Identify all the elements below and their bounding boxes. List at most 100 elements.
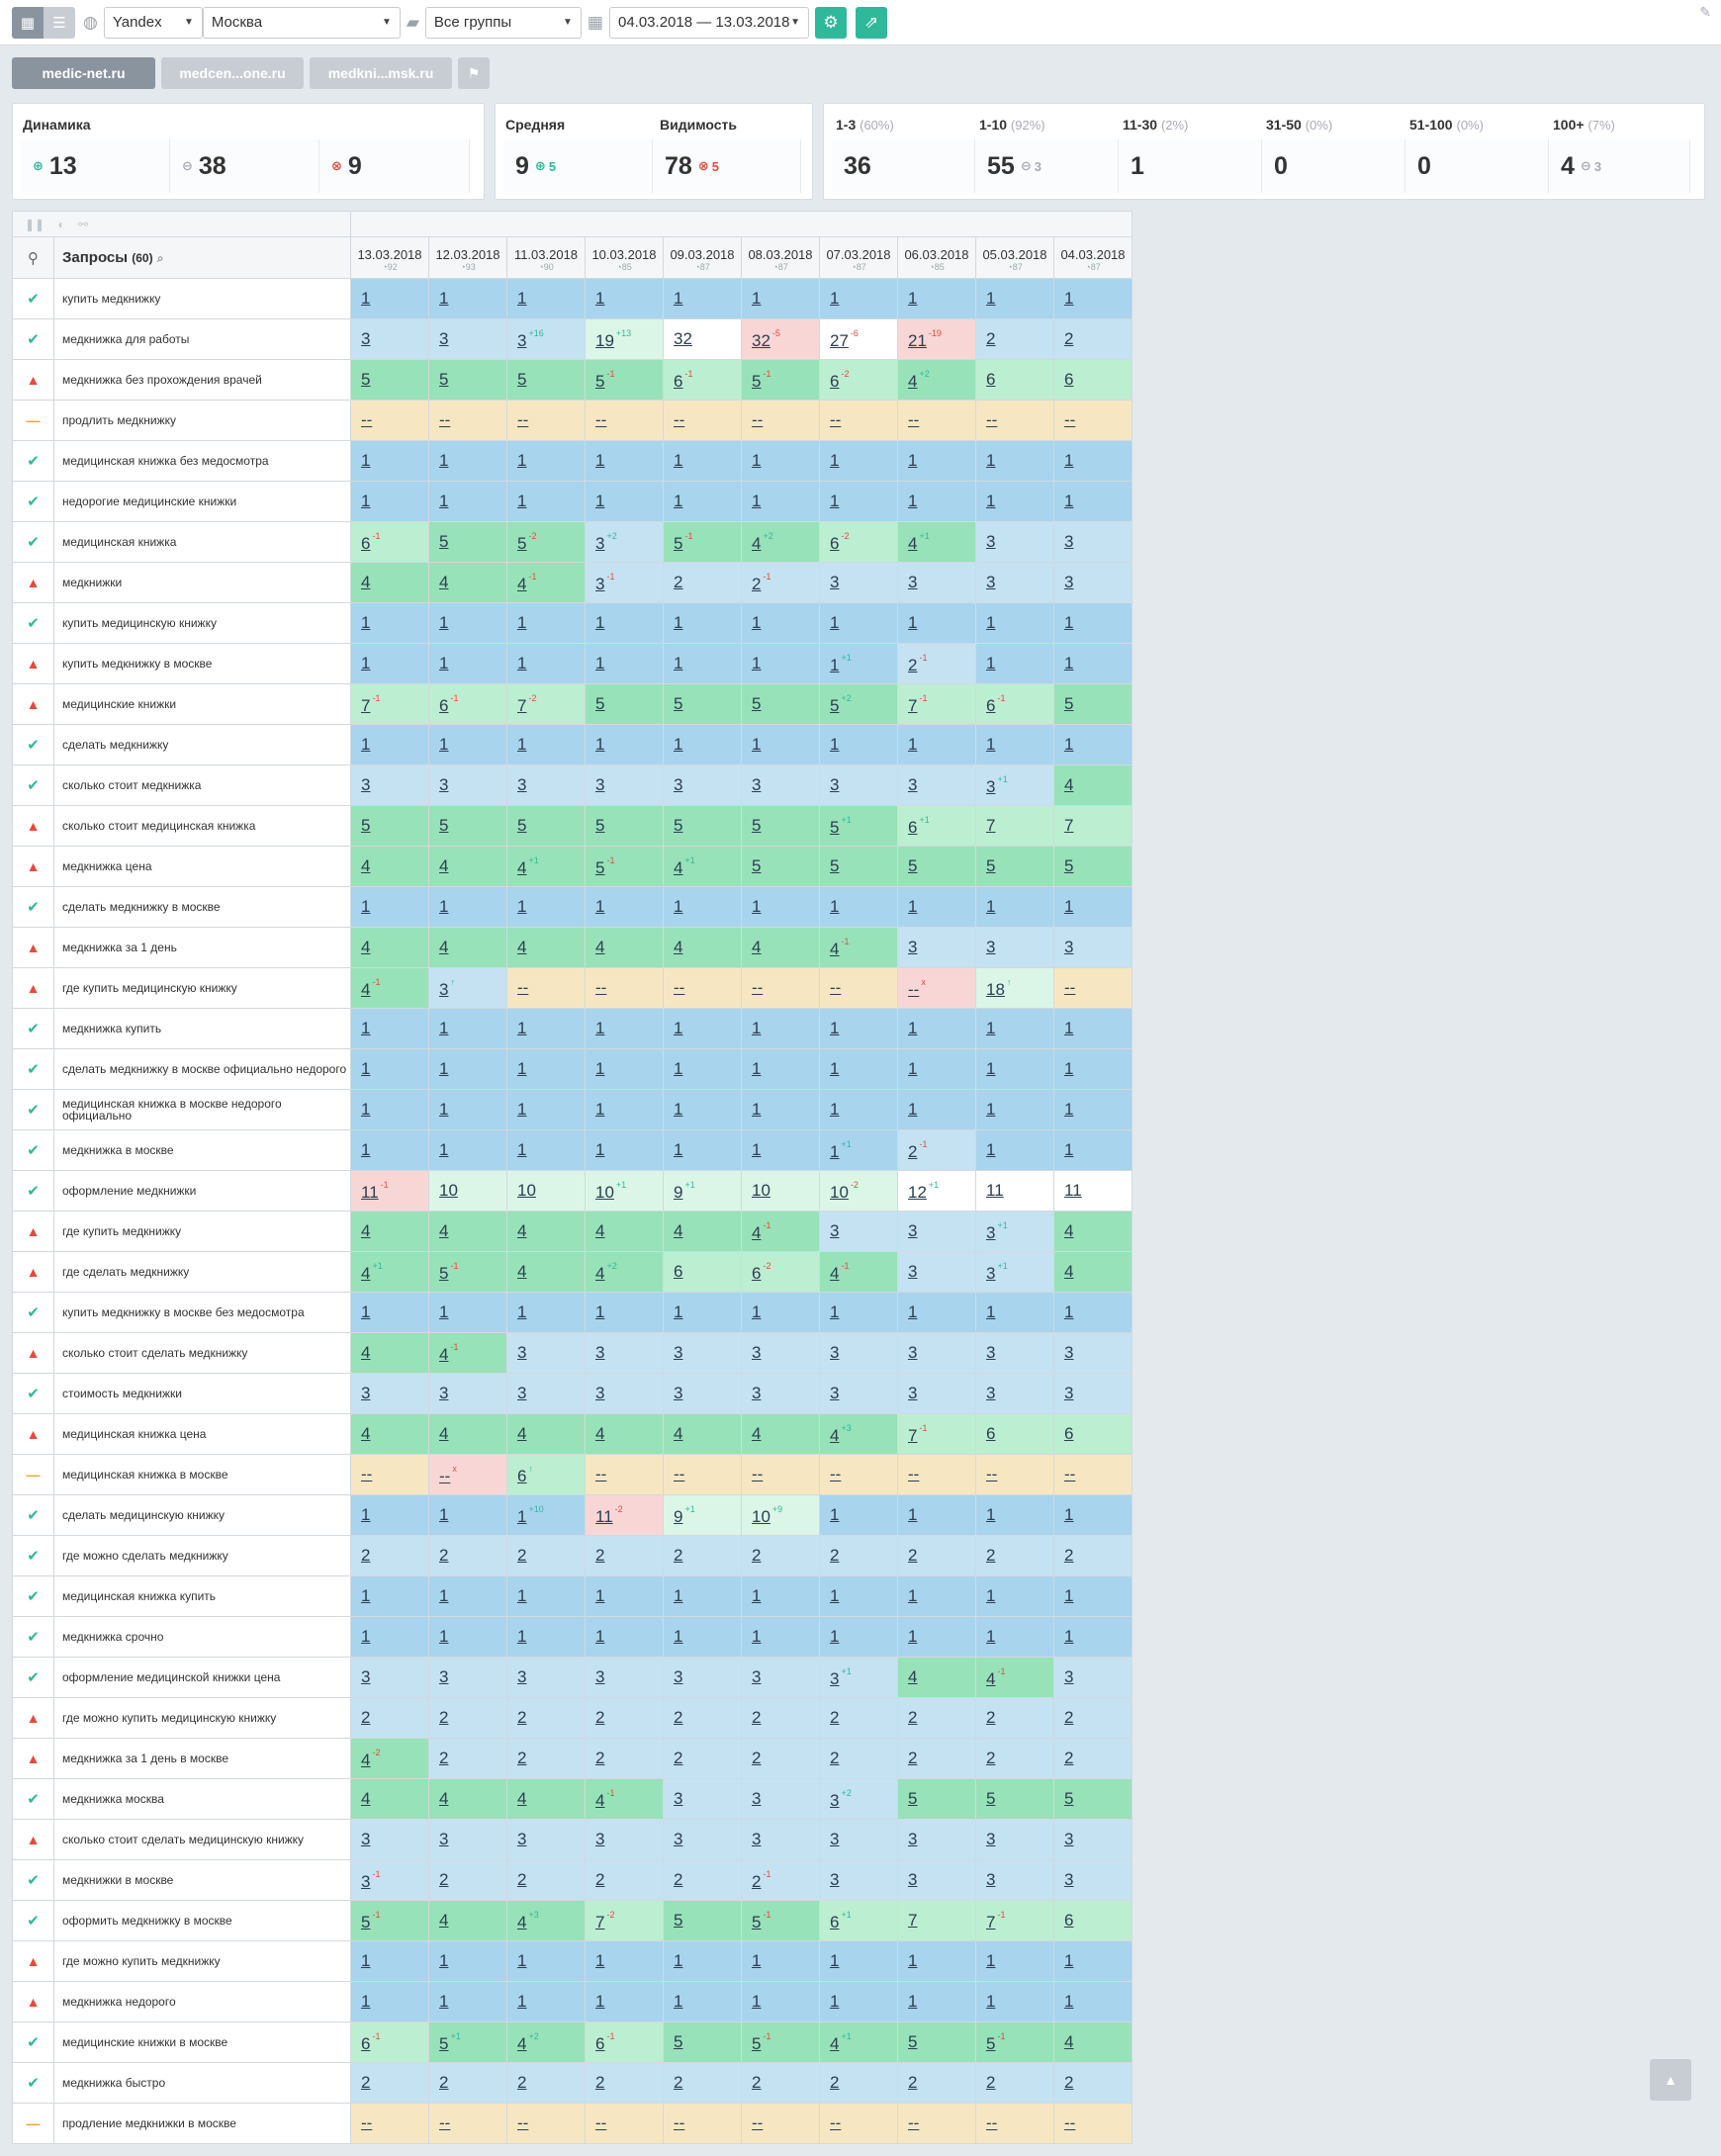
position-cell[interactable]: 1	[428, 1616, 507, 1658]
domain-tab[interactable]: medkni...msk.ru	[310, 57, 452, 89]
position-cell[interactable]: 4	[428, 1413, 507, 1455]
position-cell[interactable]: 4	[506, 1251, 586, 1293]
region-select[interactable]: Москва ▼	[202, 6, 401, 39]
position-cell[interactable]: 1	[585, 278, 664, 319]
position-cell[interactable]: 1	[585, 724, 664, 765]
position-cell[interactable]: 7 -1	[350, 683, 429, 725]
position-cell[interactable]: 1	[897, 1089, 976, 1130]
list-view-button[interactable]: ☰	[44, 6, 75, 39]
position-cell[interactable]: 19 +13	[585, 318, 664, 360]
position-cell[interactable]: 6 -1	[350, 521, 429, 563]
position-cell[interactable]: 2	[663, 1859, 742, 1901]
position-cell[interactable]: 1	[663, 1048, 742, 1090]
position-cell[interactable]: 5 +1	[819, 805, 898, 847]
date-column-header[interactable]: 08.03.2018 ◔87	[741, 236, 820, 279]
position-cell[interactable]: 1	[897, 1981, 976, 2022]
position-cell[interactable]: 1	[819, 602, 898, 644]
position-cell[interactable]: 3	[897, 1211, 976, 1252]
position-cell[interactable]: 1	[1053, 1981, 1132, 2022]
position-cell[interactable]: 2	[428, 1738, 507, 1779]
position-cell[interactable]: 2	[897, 2062, 976, 2104]
position-cell[interactable]: 2	[897, 1535, 976, 1576]
position-cell[interactable]: 1	[741, 1129, 820, 1171]
position-cell[interactable]: 5	[897, 2021, 976, 2063]
position-cell[interactable]: 3	[506, 1819, 586, 1860]
position-cell[interactable]: 1	[663, 1129, 742, 1171]
position-cell[interactable]: 4	[428, 562, 507, 603]
position-cell[interactable]: 1	[428, 1129, 507, 1171]
position-cell[interactable]: --	[819, 1454, 898, 1495]
position-cell[interactable]: 2	[1053, 1738, 1132, 1779]
position-cell[interactable]: --	[741, 1454, 820, 1495]
position-cell[interactable]: 2	[819, 1535, 898, 1576]
position-cell[interactable]: 1	[897, 1048, 976, 1090]
position-cell[interactable]: 2	[819, 1738, 898, 1779]
position-cell[interactable]: 1	[663, 886, 742, 928]
position-cell[interactable]: 1	[428, 1008, 507, 1049]
position-cell[interactable]: 7	[1053, 805, 1132, 847]
position-cell[interactable]: 4 -1	[428, 1332, 507, 1374]
position-cell[interactable]: 2	[428, 1859, 507, 1901]
position-cell[interactable]: 3 -1	[585, 562, 664, 603]
link-icon[interactable]: ⚲	[12, 236, 54, 279]
position-cell[interactable]: 1	[428, 1940, 507, 1982]
position-cell[interactable]: 3	[897, 562, 976, 603]
position-cell[interactable]: 3 -1	[350, 1859, 429, 1901]
position-cell[interactable]: 6 -1	[975, 683, 1054, 725]
position-cell[interactable]: 5	[428, 805, 507, 847]
position-cell[interactable]: 5	[741, 805, 820, 847]
position-cell[interactable]: 1	[1053, 1494, 1132, 1536]
position-cell[interactable]: 3	[663, 1373, 742, 1414]
position-cell[interactable]: 3 +1	[819, 1657, 898, 1698]
position-cell[interactable]: 2	[741, 1738, 820, 1779]
position-cell[interactable]: 2	[975, 2062, 1054, 2104]
position-cell[interactable]: 1	[350, 1008, 429, 1049]
position-cell[interactable]: 5 +1	[428, 2021, 507, 2063]
position-cell[interactable]: 1	[897, 602, 976, 644]
position-cell[interactable]: 1	[350, 1575, 429, 1617]
position-cell[interactable]: 1	[506, 643, 586, 684]
scroll-top-button[interactable]: ▲	[1650, 2059, 1691, 2101]
position-cell[interactable]: 1	[506, 1616, 586, 1658]
position-cell[interactable]: 2	[350, 1535, 429, 1576]
position-cell[interactable]: 4	[350, 927, 429, 968]
position-cell[interactable]: 5	[428, 521, 507, 563]
position-cell[interactable]: 3	[975, 1819, 1054, 1860]
position-cell[interactable]: 2	[663, 562, 742, 603]
position-cell[interactable]: 5	[663, 1900, 742, 1941]
position-cell[interactable]: 3 +16	[506, 318, 586, 360]
position-cell[interactable]: 2	[975, 1535, 1054, 1576]
position-cell[interactable]: 1	[585, 1575, 664, 1617]
position-cell[interactable]: 4	[428, 1900, 507, 1941]
position-cell[interactable]: --	[350, 2103, 429, 2144]
position-cell[interactable]: 1	[663, 1981, 742, 2022]
position-cell[interactable]: 3	[585, 1332, 664, 1374]
position-cell[interactable]: 1	[819, 440, 898, 482]
position-cell[interactable]: 3	[819, 1373, 898, 1414]
position-cell[interactable]: 1	[1053, 1008, 1132, 1049]
position-cell[interactable]: 2	[663, 1697, 742, 1739]
position-cell[interactable]: 1	[663, 1575, 742, 1617]
position-cell[interactable]: 4 +1	[897, 521, 976, 563]
position-cell[interactable]: --	[975, 400, 1054, 441]
position-cell[interactable]: 2	[975, 1697, 1054, 1739]
position-cell[interactable]: 2	[585, 1697, 664, 1739]
position-cell[interactable]: 7 -1	[975, 1900, 1054, 1941]
position-cell[interactable]: 5 -1	[663, 521, 742, 563]
position-cell[interactable]: 3 ↑	[428, 967, 507, 1009]
position-cell[interactable]: 18 ↑	[975, 967, 1054, 1009]
position-cell[interactable]: --	[585, 967, 664, 1009]
position-cell[interactable]: 1	[741, 1089, 820, 1130]
position-cell[interactable]: 4 -1	[506, 562, 586, 603]
position-cell[interactable]: 1	[1053, 1616, 1132, 1658]
position-cell[interactable]: 2	[585, 1535, 664, 1576]
position-cell[interactable]: 6	[663, 1251, 742, 1293]
position-cell[interactable]: 32 -5	[741, 318, 820, 360]
position-cell[interactable]: 1	[741, 1981, 820, 2022]
position-cell[interactable]: 2	[1053, 1535, 1132, 1576]
position-cell[interactable]: 1	[350, 278, 429, 319]
position-cell[interactable]: 4	[1053, 1251, 1132, 1293]
position-cell[interactable]: 3	[819, 764, 898, 806]
position-cell[interactable]: --	[428, 2103, 507, 2144]
position-cell[interactable]: 4	[741, 927, 820, 968]
